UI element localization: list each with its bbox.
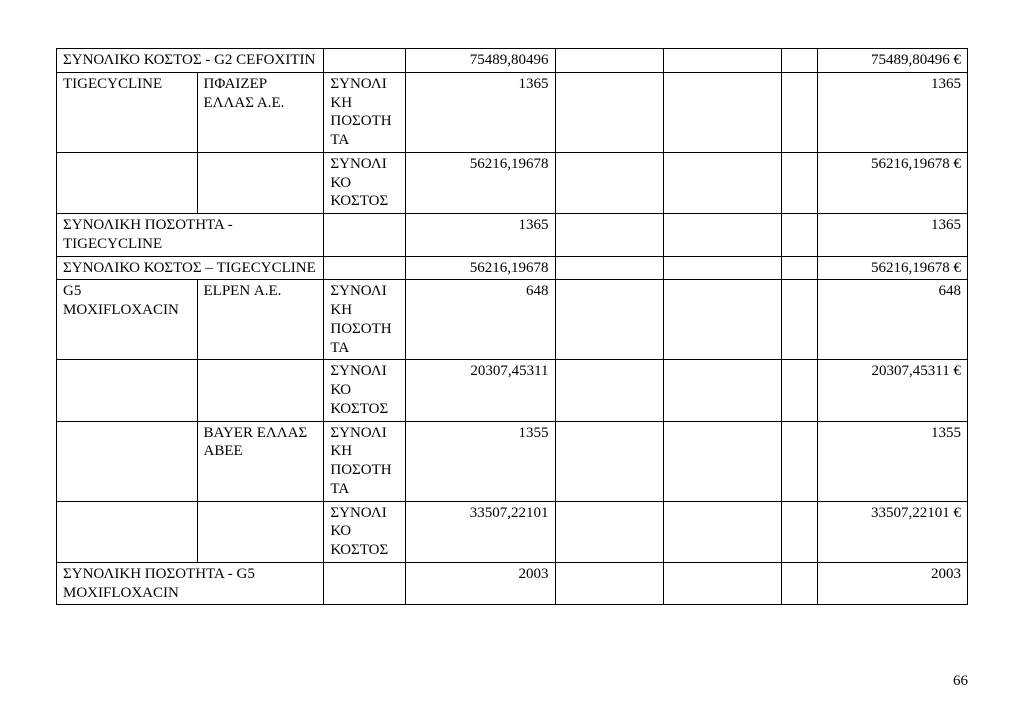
cell: 56216,19678 (405, 152, 555, 213)
cell (782, 256, 818, 280)
cell: 1365 (818, 214, 968, 257)
cell: 56216,19678 € (818, 152, 968, 213)
cell: 2003 (818, 562, 968, 605)
cell (664, 421, 782, 501)
cell: ΣΥΝΟΛΙΚΟ ΚΟΣΤΟΣ - G2 CEFOXITIN (57, 49, 324, 73)
cell: 75489,80496 € (818, 49, 968, 73)
table-row: ΣΥΝΟΛΙΚΟ ΚΟΣΤΟΣ - G2 CEFOXITIN 75489,804… (57, 49, 968, 73)
cell: BAYER ΕΛΛΑΣ ΑΒΕΕ (197, 421, 324, 501)
cell (555, 562, 664, 605)
cell (555, 280, 664, 360)
cell (197, 360, 324, 421)
cell (555, 501, 664, 562)
cell (782, 421, 818, 501)
cell: ΣΥΝΟΛΙΚΟ ΚΟΣΤΟΣ – TIGECYCLINE (57, 256, 324, 280)
cell: 1355 (818, 421, 968, 501)
table-row: ΣΥΝΟΛΙΚΟΚΟΣΤΟΣ 33507,22101 33507,22101 € (57, 501, 968, 562)
cell: ΣΥΝΟΛΙΚΟΚΟΣΤΟΣ (324, 501, 406, 562)
cell (664, 501, 782, 562)
cell (782, 152, 818, 213)
cell: ELPEN Α.Ε. (197, 280, 324, 360)
cell (782, 501, 818, 562)
cell (324, 256, 406, 280)
cell (664, 49, 782, 73)
cell: ΣΥΝΟΛΙΚΟΚΟΣΤΟΣ (324, 152, 406, 213)
cell: 1355 (405, 421, 555, 501)
cell (782, 49, 818, 73)
table-row: BAYER ΕΛΛΑΣ ΑΒΕΕ ΣΥΝΟΛΙΚΗΠΟΣΟΤΗΤΑ 1355 1… (57, 421, 968, 501)
cell: 56216,19678 (405, 256, 555, 280)
table-row: ΣΥΝΟΛΙΚΗ ΠΟΣΟΤΗΤΑ - G5 MOXIFLOXACIN 2003… (57, 562, 968, 605)
cell: 56216,19678 € (818, 256, 968, 280)
cell (324, 562, 406, 605)
cell (664, 214, 782, 257)
cell (57, 421, 198, 501)
cell: TIGECYCLINE (57, 72, 198, 152)
cell (664, 152, 782, 213)
cell (555, 72, 664, 152)
cell: 20307,45311 € (818, 360, 968, 421)
cell (555, 152, 664, 213)
table-row: ΣΥΝΟΛΙΚΟ ΚΟΣΤΟΣ – TIGECYCLINE 56216,1967… (57, 256, 968, 280)
cell (664, 562, 782, 605)
cell (664, 256, 782, 280)
cell: ΣΥΝΟΛΙΚΗΠΟΣΟΤΗΤΑ (324, 280, 406, 360)
cell: ΠΦΑΙΖΕΡ ΕΛΛΑΣ Α.Ε. (197, 72, 324, 152)
cell (555, 214, 664, 257)
cell (664, 72, 782, 152)
cell: ΣΥΝΟΛΙΚΗ ΠΟΣΟΤΗΤΑ - TIGECYCLINE (57, 214, 324, 257)
data-table: ΣΥΝΟΛΙΚΟ ΚΟΣΤΟΣ - G2 CEFOXITIN 75489,804… (56, 48, 968, 605)
cell: 648 (405, 280, 555, 360)
cell (782, 280, 818, 360)
cell: ΣΥΝΟΛΙΚΟΚΟΣΤΟΣ (324, 360, 406, 421)
cell: ΣΥΝΟΛΙΚΗΠΟΣΟΤΗΤΑ (324, 421, 406, 501)
cell (782, 214, 818, 257)
cell (664, 280, 782, 360)
cell: 75489,80496 (405, 49, 555, 73)
cell (782, 360, 818, 421)
cell (57, 360, 198, 421)
page-number: 66 (953, 673, 968, 690)
cell (782, 562, 818, 605)
cell: 2003 (405, 562, 555, 605)
table-row: ΣΥΝΟΛΙΚΟΚΟΣΤΟΣ 20307,45311 20307,45311 € (57, 360, 968, 421)
cell (324, 49, 406, 73)
cell: 33507,22101 (405, 501, 555, 562)
cell: 648 (818, 280, 968, 360)
cell (664, 360, 782, 421)
table-row: ΣΥΝΟΛΙΚΟΚΟΣΤΟΣ 56216,19678 56216,19678 € (57, 152, 968, 213)
cell: 20307,45311 (405, 360, 555, 421)
cell (555, 256, 664, 280)
table-row: TIGECYCLINE ΠΦΑΙΖΕΡ ΕΛΛΑΣ Α.Ε. ΣΥΝΟΛΙΚΗΠ… (57, 72, 968, 152)
cell (555, 360, 664, 421)
cell (57, 501, 198, 562)
cell (57, 152, 198, 213)
cell (555, 421, 664, 501)
cell (555, 49, 664, 73)
cell: 1365 (405, 214, 555, 257)
cell: ΣΥΝΟΛΙΚΗΠΟΣΟΤΗΤΑ (324, 72, 406, 152)
cell (324, 214, 406, 257)
cell: ΣΥΝΟΛΙΚΗ ΠΟΣΟΤΗΤΑ - G5 MOXIFLOXACIN (57, 562, 324, 605)
cell (197, 152, 324, 213)
table-row: G5 MOXIFLOXACIN ELPEN Α.Ε. ΣΥΝΟΛΙΚΗΠΟΣΟΤ… (57, 280, 968, 360)
cell: 33507,22101 € (818, 501, 968, 562)
cell (782, 72, 818, 152)
cell: 1365 (405, 72, 555, 152)
cell: G5 MOXIFLOXACIN (57, 280, 198, 360)
cell: 1365 (818, 72, 968, 152)
cell (197, 501, 324, 562)
table-row: ΣΥΝΟΛΙΚΗ ΠΟΣΟΤΗΤΑ - TIGECYCLINE 1365 136… (57, 214, 968, 257)
